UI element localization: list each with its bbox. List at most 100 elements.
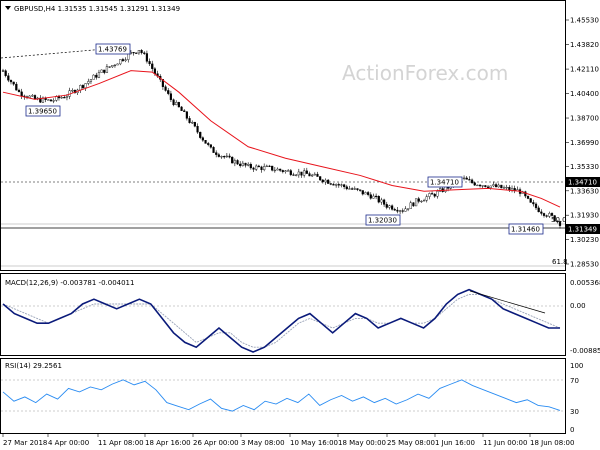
- candle-body: [335, 184, 338, 186]
- candle-body: [116, 63, 119, 66]
- callout-high: 1.43769: [95, 43, 131, 55]
- callout-low-april: 1.39650: [25, 105, 61, 117]
- candle-body: [534, 203, 538, 209]
- candle-body: [4, 70, 7, 76]
- candle-body: [169, 93, 172, 100]
- macd-line: [2, 288, 560, 353]
- price-axis: 1.45530 1.43820 1.42110 1.40400 1.38700 1.369…: [565, 17, 599, 269]
- candle-body: [462, 177, 466, 179]
- candle-body: [412, 202, 415, 207]
- candle-body: [311, 174, 314, 177]
- candle-body: [263, 166, 266, 170]
- candle-body: [143, 52, 146, 54]
- candle-body: [151, 63, 154, 69]
- candle-body: [9, 80, 13, 83]
- candle-body: [292, 174, 295, 176]
- candle-body: [444, 186, 447, 192]
- candle-body: [401, 210, 404, 212]
- candle-body: [255, 165, 258, 170]
- candle-body: [500, 184, 503, 189]
- candle-body: [31, 95, 34, 97]
- candle-body: [247, 163, 250, 166]
- macd-tick-top: 0.005368: [570, 279, 600, 287]
- candle-body: [209, 144, 212, 148]
- candle-body: [502, 187, 506, 189]
- time-tick-label: 10 May 16:00: [290, 439, 338, 447]
- candle-body: [188, 118, 191, 123]
- candle-body: [340, 184, 343, 186]
- prior-high-trendline: [0, 46, 129, 59]
- callout-low-april-text: 1.39650: [28, 108, 57, 116]
- candle-body: [492, 184, 495, 187]
- callout-resistance-text: 1.34710: [430, 179, 459, 187]
- candle-body: [241, 162, 244, 166]
- candle-body: [180, 106, 183, 111]
- candle-body: [398, 210, 402, 212]
- candle-body: [532, 202, 535, 205]
- candle-body: [361, 190, 364, 195]
- candle-body: [103, 69, 106, 73]
- candle-body: [497, 184, 500, 188]
- candle-body: [175, 102, 178, 106]
- rsi-line: [2, 379, 561, 412]
- rsi-panel-frame: [0, 358, 566, 434]
- time-tick-label: 18 May 00:00: [338, 439, 386, 447]
- candle-body: [428, 193, 431, 197]
- candle-body: [63, 97, 66, 99]
- candle-body: [375, 195, 378, 198]
- candle-body: [20, 91, 23, 97]
- watermark: ActionForex.com: [342, 61, 508, 85]
- candle-body: [372, 195, 375, 199]
- candle-body: [233, 160, 236, 164]
- time-tick-label: 18 Jun 08:00: [530, 439, 574, 447]
- candle-body: [145, 53, 149, 62]
- rsi-tick-0: 0: [570, 426, 574, 434]
- candle-body: [12, 81, 15, 85]
- time-tick-label: 18 Apr 16:00: [145, 439, 191, 447]
- candle-body: [111, 65, 114, 68]
- candle-body: [556, 220, 559, 223]
- candle-body: [239, 163, 242, 166]
- candle-body: [417, 198, 420, 202]
- candle-body: [153, 68, 157, 74]
- candle-body: [388, 205, 391, 208]
- time-tick-label: 4 Apr 00:00: [48, 439, 89, 447]
- candle-body: [343, 184, 346, 187]
- macd-tick-bottom: -0.008855: [570, 347, 600, 355]
- candle-body: [132, 51, 135, 54]
- candle-body: [329, 183, 332, 185]
- candle-body: [268, 165, 271, 167]
- candle-body: [79, 85, 82, 91]
- candle-body: [87, 81, 90, 84]
- candle-body: [308, 173, 311, 177]
- candle-body: [207, 143, 210, 145]
- candle-body: [92, 74, 95, 80]
- callout-resistance: 1.34710: [427, 176, 463, 188]
- candle-body: [196, 125, 199, 133]
- symbol-dropdown-icon[interactable]: [5, 6, 11, 10]
- candle-body: [39, 97, 42, 103]
- candle-body: [327, 179, 330, 184]
- candle-body: [121, 59, 125, 61]
- price-tick-label: 1.36990: [570, 139, 599, 147]
- candle-body: [545, 215, 548, 217]
- candle-body: [484, 185, 487, 188]
- candle-body: [228, 155, 231, 158]
- candle-body: [172, 99, 175, 106]
- candle-body: [494, 184, 498, 188]
- candle-body: [377, 196, 380, 203]
- price-tick-label: 1.42110: [570, 66, 599, 74]
- candle-body: [558, 221, 562, 226]
- fib-618-label: 61.8: [552, 258, 568, 266]
- candle-body: [287, 170, 290, 172]
- candle-body: [391, 205, 394, 210]
- candle-body: [436, 190, 439, 197]
- candle-body: [177, 102, 180, 108]
- candle-body: [430, 193, 434, 195]
- price-tick-label: 1.31930: [570, 212, 599, 220]
- candle-body: [65, 96, 69, 98]
- candle-body: [191, 122, 194, 124]
- candle-body: [17, 89, 21, 93]
- candle-body: [303, 170, 306, 176]
- candle-body: [316, 173, 319, 177]
